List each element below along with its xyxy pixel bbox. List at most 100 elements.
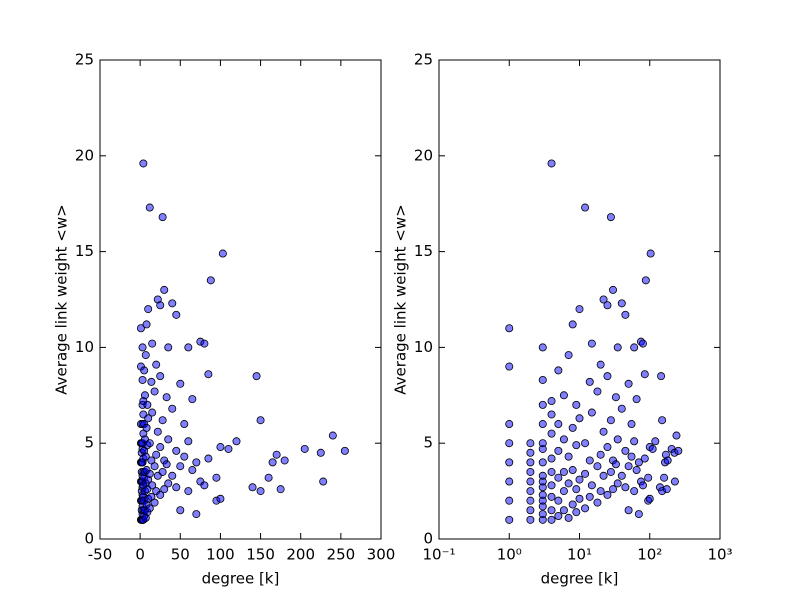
point (152, 360, 161, 369)
point (300, 444, 309, 453)
point (575, 305, 584, 314)
point (547, 492, 556, 501)
point (526, 515, 535, 524)
point (316, 448, 325, 457)
point (554, 446, 563, 455)
point (176, 462, 185, 471)
point (212, 473, 221, 482)
point (646, 249, 655, 258)
point (526, 487, 535, 496)
point (162, 460, 171, 469)
point (172, 310, 181, 319)
x-tick-label: 10³ (707, 546, 732, 564)
x-axis-label: degree [k] (202, 570, 280, 588)
point (272, 450, 281, 459)
point (180, 452, 189, 461)
point (554, 366, 563, 375)
point (606, 213, 615, 222)
point (145, 504, 154, 513)
point (158, 213, 167, 222)
point (148, 481, 157, 490)
y-tick-label: 0 (423, 530, 433, 548)
point (505, 496, 514, 505)
point (252, 372, 261, 381)
point (180, 420, 189, 429)
point (216, 494, 225, 503)
point (168, 404, 177, 413)
y-axis-label: Average link weight <w> (53, 204, 71, 394)
point (264, 473, 273, 482)
point (172, 483, 181, 492)
point (164, 343, 173, 352)
point (505, 477, 514, 486)
point (538, 458, 547, 467)
point (572, 485, 581, 494)
point (160, 485, 169, 494)
point (158, 467, 167, 476)
point (572, 441, 581, 450)
point (150, 498, 159, 507)
point (538, 375, 547, 384)
point (581, 504, 590, 513)
point (160, 285, 169, 294)
point (172, 446, 181, 455)
x-tick-label: -50 (88, 546, 113, 564)
point (634, 510, 643, 519)
y-axis-label: Average link weight <w> (392, 204, 410, 394)
point (572, 508, 581, 517)
point (150, 387, 159, 396)
point (630, 437, 639, 446)
point (568, 466, 577, 475)
point (141, 452, 150, 461)
point (672, 431, 681, 440)
plot-area (136, 159, 349, 524)
point (554, 420, 563, 429)
point (644, 473, 653, 482)
point (184, 437, 193, 446)
point (630, 487, 639, 496)
point (658, 416, 667, 425)
point (145, 469, 154, 478)
point (218, 249, 227, 258)
point (538, 420, 547, 429)
point (611, 460, 620, 469)
x-tick-label: 10⁰ (497, 546, 522, 564)
point (634, 458, 643, 467)
point (139, 159, 148, 168)
point (138, 343, 147, 352)
point (641, 276, 650, 285)
point (568, 423, 577, 432)
point (547, 397, 556, 406)
point (547, 481, 556, 490)
point (140, 391, 149, 400)
point (526, 448, 535, 457)
point (596, 360, 605, 369)
point (232, 437, 241, 446)
point (184, 487, 193, 496)
point (136, 324, 145, 333)
x-tick-label: 150 (246, 546, 275, 564)
point (564, 479, 573, 488)
point (603, 490, 612, 499)
point (145, 203, 154, 212)
point (585, 492, 594, 501)
point (188, 395, 197, 404)
point (587, 481, 596, 490)
point (627, 420, 636, 429)
point (156, 372, 165, 381)
point (168, 299, 177, 308)
axes-frame (99, 59, 382, 540)
point (156, 490, 165, 499)
point (585, 377, 594, 386)
point (581, 469, 590, 478)
point (613, 435, 622, 444)
x-tick-label: 10⁻¹ (422, 546, 455, 564)
point (617, 471, 626, 480)
point (587, 408, 596, 417)
point (526, 496, 535, 505)
y-tick-label: 15 (75, 242, 94, 260)
point (526, 467, 535, 476)
point (568, 320, 577, 329)
point (613, 343, 622, 352)
point (184, 343, 193, 352)
